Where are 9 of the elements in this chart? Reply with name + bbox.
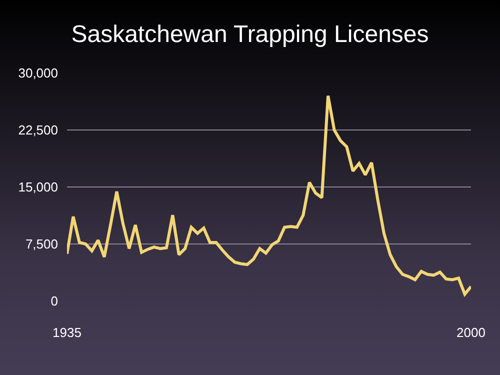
x-tick-label: 1935	[52, 325, 82, 340]
y-tick-label: 7,500	[25, 236, 58, 252]
x-tick-label: 2000	[456, 325, 486, 340]
y-tick-label: 15,000	[18, 180, 58, 195]
line-series	[67, 94, 471, 296]
y-tick-label: 0	[50, 294, 58, 309]
y-tick-label: 30,000	[18, 66, 58, 81]
chart-title: Saskatchewan Trapping Licenses	[71, 21, 429, 48]
y-tick-label: 22,500	[18, 122, 58, 138]
